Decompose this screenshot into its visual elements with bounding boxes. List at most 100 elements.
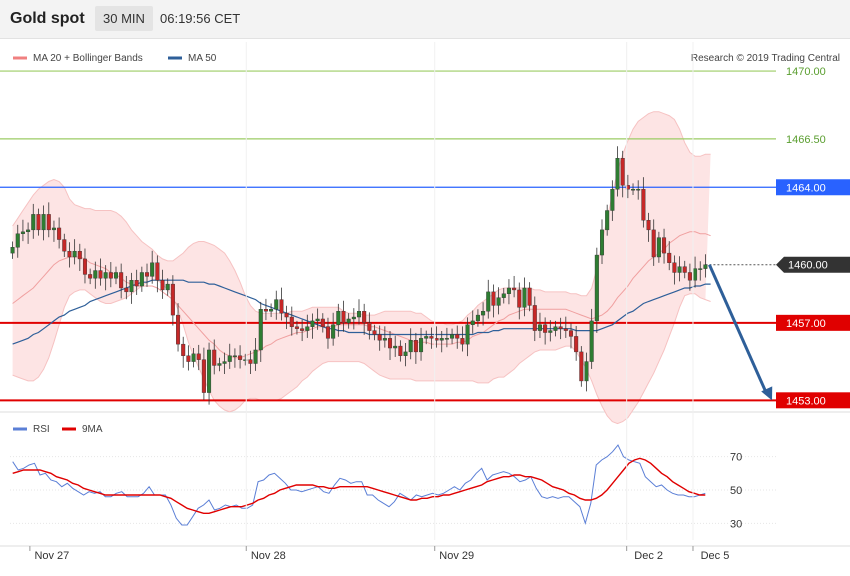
bollinger-lower-line (12, 279, 711, 425)
candle-body (455, 334, 460, 339)
candle-body (124, 287, 129, 293)
candle-body (248, 359, 253, 364)
x-tick-label: Dec 5 (701, 550, 730, 562)
candle-body (517, 289, 522, 308)
candle-body (269, 309, 274, 312)
candle-body (568, 330, 573, 337)
rsi-tick-label: 70 (730, 452, 742, 464)
candle-body (341, 311, 346, 324)
candle-body (367, 322, 372, 331)
credit-text: Research © 2019 Trading Central (691, 53, 840, 64)
level-label: 1453.00 (786, 395, 826, 407)
candle-body (625, 185, 630, 190)
legend: MA 20 + Bollinger Bands MA 50 Research ©… (13, 53, 840, 64)
candle-body (403, 351, 408, 356)
candle-body (377, 334, 382, 341)
candle-body (57, 227, 62, 240)
candle-body (300, 328, 305, 331)
candle-body (201, 359, 206, 393)
key-levels (0, 70, 776, 402)
candle-body (243, 359, 248, 361)
candle-body (382, 338, 387, 341)
x-axis: Nov 27 Nov 28 Nov 29 Dec 2 Dec 5 (29, 42, 730, 562)
candle-body (512, 287, 517, 291)
level-label: 1470.00 (786, 66, 826, 78)
x-tick-label: Dec 2 (634, 550, 663, 562)
candle-body (258, 309, 263, 351)
candle-body (346, 318, 351, 324)
candle-body (150, 262, 155, 277)
candle-body (15, 233, 20, 248)
candle-body (356, 311, 362, 318)
candle-body (631, 188, 636, 191)
timeframe-button[interactable]: 30 MIN (95, 6, 153, 31)
candle-body (548, 330, 553, 333)
legend-label-ma20: MA 20 + Bollinger Bands (33, 53, 143, 64)
candle-body (460, 338, 465, 345)
candle-body (491, 291, 496, 306)
candle-body (46, 214, 51, 231)
candle-body (651, 229, 656, 258)
candle-body (527, 287, 532, 306)
rsi-panel: 70 50 30 (10, 444, 776, 530)
rsi-legend: RSI 9MA (13, 424, 103, 435)
candle-body (672, 262, 677, 273)
candle-body (351, 316, 356, 320)
candle-body (579, 351, 584, 382)
level-label: 1457.00 (786, 318, 826, 330)
candle-body (506, 287, 511, 294)
candle-body (682, 266, 687, 273)
candle-body (574, 336, 579, 353)
candle-body (176, 314, 181, 345)
candle-body (615, 158, 620, 190)
x-tick-label: Nov 29 (439, 550, 474, 562)
candle-body (439, 338, 444, 341)
candle-body (145, 272, 150, 277)
candle-body (36, 214, 41, 231)
candle-body (532, 305, 537, 331)
bollinger-band-area (12, 111, 711, 424)
candle-body (496, 297, 501, 306)
candle-body (67, 250, 72, 258)
candle-body (232, 355, 237, 357)
candle-body (388, 338, 393, 349)
legend-label-ma50: MA 50 (188, 53, 217, 64)
forecast-arrow-head (761, 386, 773, 401)
candle-body (41, 214, 46, 231)
candle-body (93, 270, 98, 279)
candle-body (82, 258, 87, 275)
last-price-tag-bg (776, 256, 850, 273)
candle-body (181, 343, 186, 356)
candle-body (186, 355, 191, 362)
moving-averages (12, 231, 711, 359)
candle-body (486, 291, 491, 312)
candle-body (155, 262, 160, 281)
candle-body (481, 311, 486, 316)
candle-body (465, 324, 470, 345)
candle-body (207, 349, 212, 393)
candle-body (165, 283, 170, 291)
candle-body (284, 312, 289, 318)
forecast-arrow-shaft (708, 264, 768, 393)
candle-body (331, 324, 336, 339)
candle-body (289, 316, 294, 327)
candle-body (362, 311, 367, 324)
candle-body (191, 353, 196, 362)
candle-body (537, 324, 542, 331)
level-tags: 1470.00 1466.50 1464.00 1457.00 1453.00 1460.… (776, 66, 850, 409)
rsi-tick-label: 50 (730, 485, 742, 497)
x-tick-label: Nov 27 (34, 550, 69, 562)
timestamp: 06:19:56 CET (160, 11, 241, 26)
candle-body (139, 272, 144, 287)
candle-body (212, 349, 217, 366)
candle-body (31, 214, 36, 231)
ma20-line (12, 231, 711, 359)
candle-body (227, 355, 232, 362)
candle-body (222, 361, 227, 364)
candle-body (470, 320, 475, 325)
candle-body (444, 338, 449, 340)
candle-body (129, 280, 134, 293)
x-tick-label: Nov 28 (251, 550, 286, 562)
candle-body (429, 336, 434, 339)
rsi-tick-label: 30 (730, 518, 742, 530)
